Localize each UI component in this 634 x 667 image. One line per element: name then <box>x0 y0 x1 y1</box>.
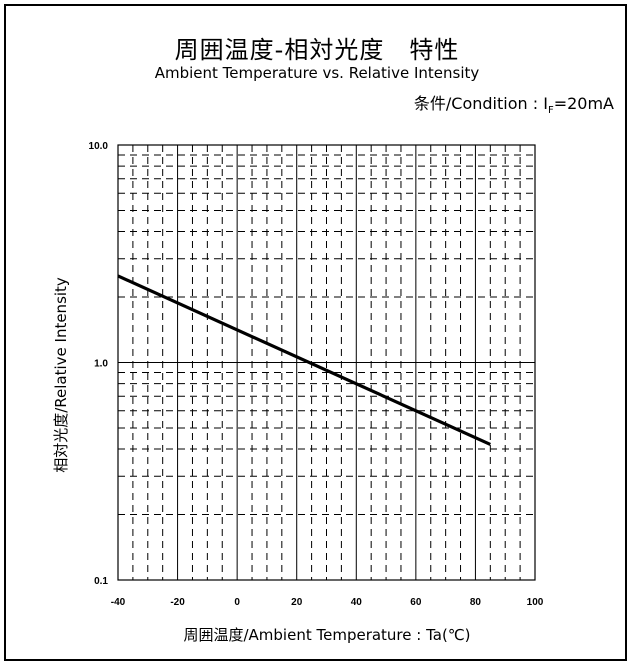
x-tick-label: 40 <box>351 597 363 608</box>
condition-suffix: =20mA <box>553 94 614 113</box>
x-tick-label: 100 <box>527 597 544 608</box>
x-tick-label: 60 <box>410 597 422 608</box>
y-tick-label: 0.1 <box>94 576 108 587</box>
data-layer <box>117 274 491 446</box>
x-tick-label: -20 <box>170 597 185 608</box>
y-tick-label: 1.0 <box>94 359 108 370</box>
condition-prefix: 条件/Condition : I <box>413 94 548 113</box>
chart-title: 周囲温度-相対光度 特性 <box>174 36 460 64</box>
x-tick-label: -40 <box>111 597 126 608</box>
x-axis-label: 周囲温度/Ambient Temperature : Ta(℃) <box>183 626 470 644</box>
data-line <box>117 274 491 446</box>
grid <box>117 144 536 581</box>
x-tick-label: 80 <box>470 597 482 608</box>
condition-label: 条件/Condition : IF=20mA <box>414 90 614 116</box>
tick-labels: -40 -20 0 20 40 60 80 100 0.1 1.0 10.0 <box>89 141 544 608</box>
y-axis-label: 相対光度/Relative Intensity <box>52 277 70 473</box>
chart-frame <box>4 4 627 661</box>
x-tick-label: 0 <box>234 597 240 608</box>
y-tick-label: 10.0 <box>89 141 109 152</box>
condition-subscript: F <box>547 105 554 117</box>
chart-subtitle: Ambient Temperature vs. Relative Intensi… <box>154 64 480 82</box>
x-tick-label: 20 <box>291 597 303 608</box>
